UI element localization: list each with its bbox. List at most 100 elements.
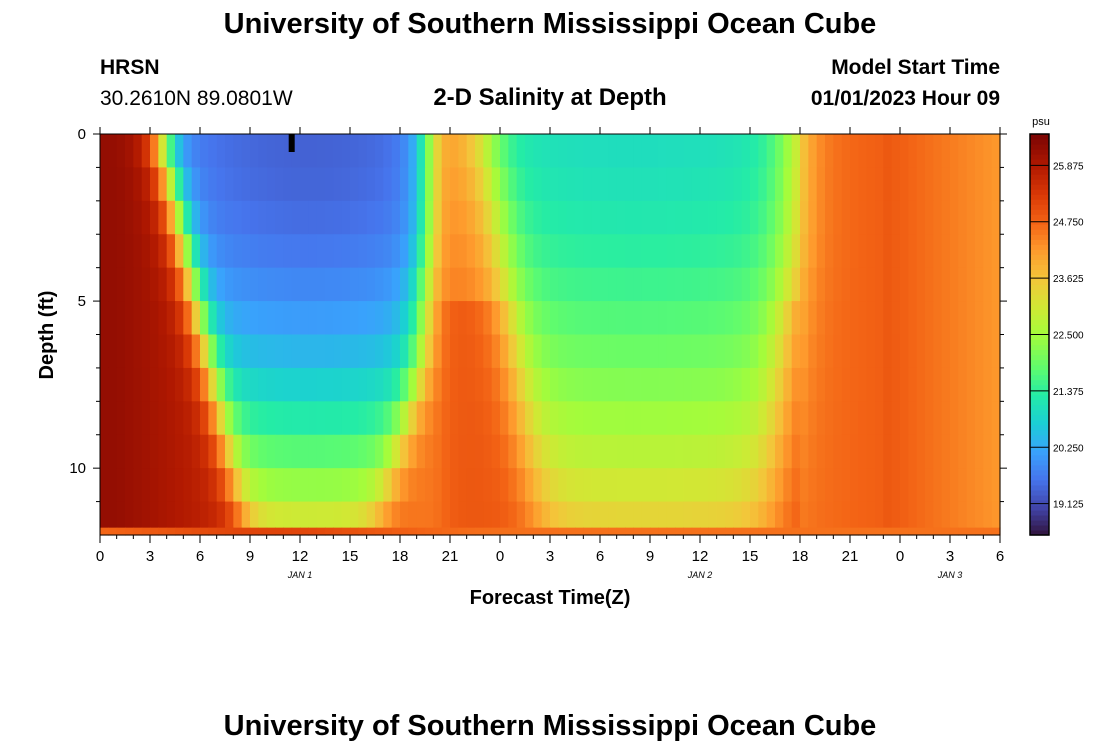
colorbar-segment <box>1030 154 1049 160</box>
heatmap-cell <box>908 367 918 402</box>
heatmap-cell <box>108 334 118 369</box>
heatmap-cell <box>883 301 893 336</box>
colorbar-segment <box>1030 504 1049 511</box>
heatmap-cell <box>316 527 326 536</box>
heatmap-cell <box>683 200 693 235</box>
heatmap-cell <box>908 401 918 436</box>
heatmap-cell <box>966 301 976 336</box>
heatmap-cell <box>433 167 443 202</box>
heatmap-cell <box>575 334 584 369</box>
heatmap-cell <box>266 167 276 202</box>
heatmap-cell <box>658 134 668 169</box>
heatmap-cell <box>266 301 276 336</box>
heatmap-cell <box>916 234 926 269</box>
heatmap-cell <box>458 367 468 402</box>
heatmap-cell <box>358 401 368 436</box>
heatmap-cell <box>841 334 851 369</box>
heatmap-cell <box>466 468 476 503</box>
heatmap-cell <box>466 501 476 529</box>
heatmap-cell <box>141 167 151 202</box>
heatmap-cell <box>425 367 434 402</box>
heatmap-cell <box>741 527 751 536</box>
heatmap-cell <box>266 134 276 169</box>
heatmap-cell <box>658 367 668 402</box>
heatmap-cell <box>383 527 393 536</box>
x-tick-label: 0 <box>496 548 504 565</box>
heatmap-cell <box>441 501 451 529</box>
heatmap-cell <box>241 434 251 469</box>
heatmap-cell <box>183 434 193 469</box>
heatmap-cell <box>400 234 409 269</box>
heatmap-cell <box>958 527 968 536</box>
heatmap-cell <box>308 401 318 436</box>
heatmap-cell <box>808 434 818 469</box>
heatmap-cell <box>750 167 759 202</box>
heatmap-cell <box>808 234 818 269</box>
heatmap-cell <box>525 267 534 302</box>
heatmap-cell <box>141 434 151 469</box>
heatmap-cell <box>116 527 126 536</box>
heatmap-cell <box>275 434 284 469</box>
heatmap-cell <box>466 200 476 235</box>
heatmap-cell <box>558 134 568 169</box>
heatmap-cell <box>325 301 334 336</box>
heatmap-cell <box>958 134 968 169</box>
colorbar-segment <box>1030 509 1049 516</box>
heatmap-cell <box>216 527 226 536</box>
heatmap-cell <box>975 267 984 302</box>
heatmap-cell <box>741 134 751 169</box>
heatmap-cell <box>841 434 851 469</box>
heatmap-cell <box>950 234 959 269</box>
heatmap-cell <box>866 527 876 536</box>
heatmap-cell <box>950 134 959 169</box>
heatmap-cell <box>975 334 984 369</box>
heatmap-cell <box>325 434 334 469</box>
heatmap-cell <box>941 401 951 436</box>
heatmap-cell <box>491 334 501 369</box>
heatmap-cell <box>691 167 701 202</box>
heatmap-cell <box>758 401 768 436</box>
heatmap-cell <box>158 501 168 529</box>
heatmap-cell <box>725 401 734 436</box>
heatmap-cell <box>791 167 801 202</box>
heatmap-cell <box>850 367 859 402</box>
colorbar-segment <box>1030 514 1049 521</box>
colorbar-segment <box>1030 254 1049 260</box>
heatmap-cell <box>516 200 526 235</box>
colorbar-segment <box>1030 179 1049 185</box>
heatmap-cell <box>466 167 476 202</box>
heatmap-cell <box>716 367 726 402</box>
heatmap-cell <box>508 134 518 169</box>
heatmap-cell <box>183 501 193 529</box>
heatmap-cell <box>533 167 543 202</box>
heatmap-cell <box>400 434 409 469</box>
colorbar-segment <box>1030 339 1049 346</box>
heatmap-cell <box>366 367 376 402</box>
heatmap-cell <box>525 501 534 529</box>
heatmap-cell <box>516 401 526 436</box>
heatmap-cell <box>516 501 526 529</box>
heatmap-cell <box>358 468 368 503</box>
heatmap-cell <box>100 434 109 469</box>
heatmap-cell <box>391 468 401 503</box>
heatmap-cell <box>766 527 776 536</box>
heatmap-cell <box>666 334 676 369</box>
heatmap-cell <box>558 468 568 503</box>
heatmap-cell <box>100 501 109 529</box>
heatmap-cell <box>550 334 559 369</box>
heatmap-cell <box>141 134 151 169</box>
heatmap-cell <box>416 468 426 503</box>
heatmap-cell <box>808 527 818 536</box>
heatmap-cell <box>900 267 909 302</box>
heatmap-cell <box>325 167 334 202</box>
heatmap-cell <box>666 267 676 302</box>
heatmap-cell <box>816 167 826 202</box>
heatmap-cell <box>308 200 318 235</box>
colorbar-segment <box>1030 394 1049 401</box>
heatmap-cell <box>691 367 701 402</box>
heatmap-cell <box>858 267 868 302</box>
heatmap-cell <box>616 167 626 202</box>
heatmap-cell <box>208 334 218 369</box>
heatmap-cell <box>941 367 951 402</box>
heatmap-cell <box>491 434 501 469</box>
